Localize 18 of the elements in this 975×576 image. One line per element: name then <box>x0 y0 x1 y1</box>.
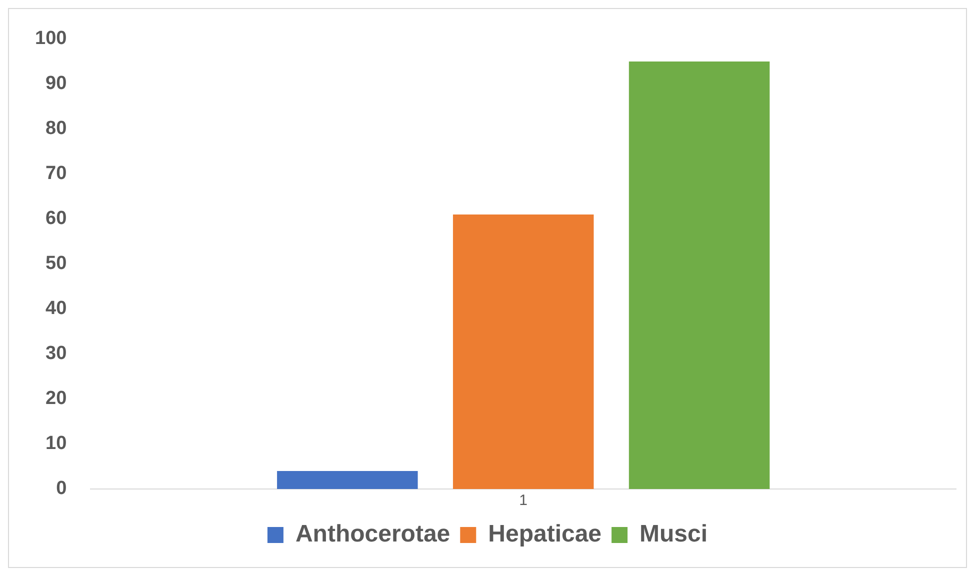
y-tick-label: 70 <box>46 163 67 184</box>
legend-label: Anthocerotae <box>295 520 450 548</box>
bar <box>628 62 770 489</box>
y-tick-label: 50 <box>46 253 67 274</box>
y-tick-label: 0 <box>56 478 67 500</box>
y-tick-label: 80 <box>46 118 67 140</box>
legend-label: Hepaticae <box>488 520 602 548</box>
y-tick-label: 100 <box>35 28 67 50</box>
y-tick-label: 10 <box>46 433 67 454</box>
y-tick-label: 40 <box>46 298 67 320</box>
y-tick-label: 30 <box>46 343 67 364</box>
legend-label: Musci <box>640 520 708 548</box>
x-tick-label: 1 <box>519 492 528 510</box>
y-tick-label: 90 <box>46 73 67 94</box>
y-tick-label: 60 <box>46 208 67 230</box>
bar <box>452 214 594 489</box>
bar <box>277 471 418 489</box>
y-tick-label: 20 <box>46 388 67 410</box>
